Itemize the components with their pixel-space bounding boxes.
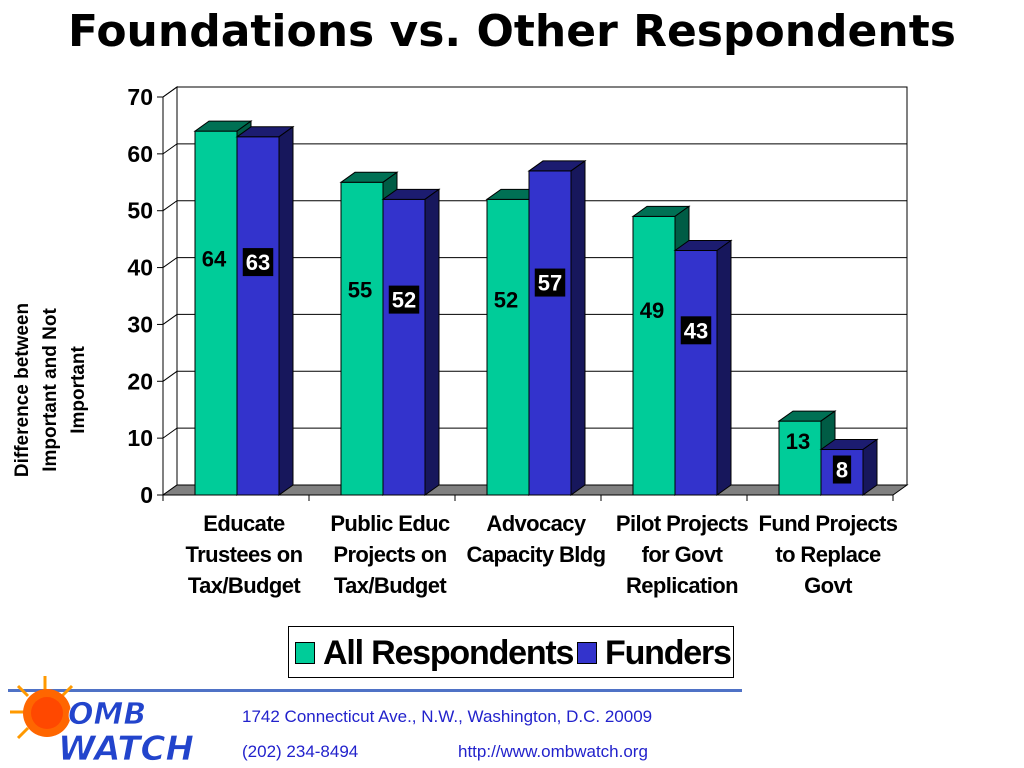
x-tick-label: Fund Projects (759, 511, 898, 536)
y-tick-label: 60 (127, 141, 153, 167)
x-tick-label: to Replace (775, 542, 881, 567)
y-axis-label-line: Difference between (12, 303, 33, 477)
data-label: 64 (202, 247, 227, 272)
logo-text-omb: OMB (68, 697, 146, 732)
y-axis-label: Difference between Important and Not Impor… (12, 303, 89, 477)
bar-side (862, 438, 878, 496)
legend-swatch-all-respondents (295, 642, 315, 664)
bar-front (236, 136, 280, 496)
footer-address: 1742 Connecticut Ave., N.W., Washington,… (242, 707, 653, 726)
x-tick-label: Capacity Bldg (467, 542, 606, 567)
y-axis-label-line: Important and Not (40, 308, 61, 472)
bar-front (486, 198, 530, 496)
footer-divider (8, 689, 742, 692)
sun-icon (10, 676, 74, 740)
y-tick-label: 0 (140, 482, 153, 508)
chart-side-wall (162, 86, 178, 496)
gridline (162, 86, 907, 98)
legend-item-all-respondents: All Respondents (295, 633, 574, 672)
x-tick-label: Govt (804, 573, 853, 598)
bar-front (340, 181, 384, 496)
x-tick-label: Advocacy (486, 511, 587, 536)
bar-side (278, 125, 294, 496)
x-tick-label: Public Educ (330, 511, 450, 536)
data-label-bg (832, 455, 852, 484)
chart-axes: 0 10 20 30 40 50 60 70 (127, 84, 894, 508)
y-tick-label: 30 (127, 311, 153, 337)
bar-front (528, 170, 572, 496)
page-title: Foundations vs. Other Respondents (68, 6, 956, 57)
bar-side (716, 239, 732, 496)
omb-watch-logo: OMB WATCH (10, 676, 194, 768)
bar-funders (381, 188, 441, 496)
bar-funders (819, 438, 879, 496)
chart-legend: All Respondents Funders (288, 626, 734, 678)
data-label: 52 (392, 288, 416, 313)
data-label: 8 (836, 458, 848, 483)
x-tick-label: for Govt (642, 542, 724, 567)
y-tick-label: 20 (127, 368, 153, 394)
footer-url[interactable]: http://www.ombwatch.org (458, 742, 648, 761)
bar-front (674, 250, 718, 496)
bar-all-respondents (777, 410, 837, 496)
legend-label-funders: Funders (605, 633, 732, 672)
logo-text-watch: WATCH (58, 729, 194, 768)
bar-funders (527, 159, 587, 496)
data-label: 52 (494, 288, 518, 313)
x-tick-label: Trustees on (186, 542, 303, 567)
data-label: 55 (348, 277, 372, 302)
bar-side (570, 159, 586, 496)
bar-front (632, 215, 676, 496)
bar-chart: 0 10 20 30 40 50 60 70 Difference between Import… (12, 84, 909, 598)
x-tick-label: Replication (626, 573, 738, 598)
legend-item-funders: Funders (577, 633, 732, 672)
bar-front (778, 420, 822, 496)
legend-label-all-respondents: All Respondents (323, 633, 574, 672)
x-tick-label: Tax/Budget (188, 573, 301, 598)
data-label: 43 (684, 318, 708, 343)
x-tick-label: Projects on (333, 542, 446, 567)
bar-funders (235, 125, 295, 496)
data-label: 13 (786, 429, 810, 454)
bar-front (382, 198, 426, 496)
bar-funders (673, 239, 733, 496)
x-tick-label: Tax/Budget (334, 573, 447, 598)
bar-front (194, 130, 238, 496)
bar-side (424, 188, 440, 496)
y-tick-label: 40 (127, 255, 153, 281)
gridline (162, 200, 907, 212)
data-label-bg (242, 248, 274, 277)
data-label-bg (534, 268, 566, 297)
data-label: 63 (246, 250, 270, 275)
y-axis-label-line: Important (68, 346, 89, 434)
chart-bars (193, 120, 879, 496)
data-label: 57 (538, 271, 562, 296)
y-tick-label: 70 (127, 84, 153, 110)
y-tick-label: 10 (127, 425, 153, 451)
x-tick-label: Pilot Projects (616, 511, 749, 536)
data-label: 49 (640, 298, 664, 323)
y-tick-label: 50 (127, 198, 153, 224)
footer-phone: (202) 234-8494 (242, 742, 359, 761)
data-label-bg (680, 316, 712, 345)
chart-labels: Difference between Important and Not Impor… (12, 247, 898, 598)
x-tick-label: Educate (203, 511, 285, 536)
data-label-bg (388, 285, 420, 314)
legend-swatch-funders (577, 642, 597, 664)
gridline (162, 143, 907, 155)
